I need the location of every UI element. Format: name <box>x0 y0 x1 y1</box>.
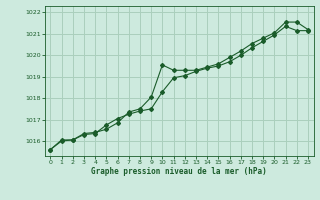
X-axis label: Graphe pression niveau de la mer (hPa): Graphe pression niveau de la mer (hPa) <box>91 167 267 176</box>
